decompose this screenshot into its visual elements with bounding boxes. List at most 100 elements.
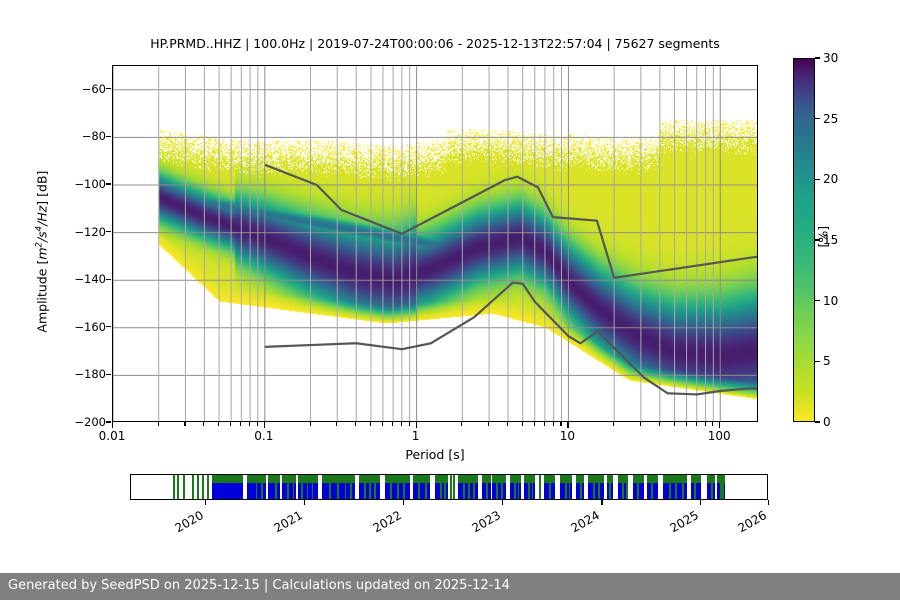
timeline-tick-mark: [768, 500, 770, 505]
x-axis-tick-mark: [552, 422, 554, 426]
timeline-tick-label: 2024: [569, 508, 603, 536]
timeline-green-segment: [587, 475, 605, 483]
timeline-thin-mark: [473, 475, 475, 499]
x-axis-label: Period [s]: [405, 447, 465, 462]
x-axis-tick-mark: [521, 422, 523, 426]
timeline-thin-mark: [172, 475, 175, 499]
gridlines: [113, 66, 757, 421]
timeline-tick-mark: [699, 500, 701, 505]
colorbar-tick-label: 20: [823, 172, 839, 187]
x-axis-tick-mark: [415, 422, 417, 428]
timeline-thin-mark: [609, 475, 612, 499]
x-axis-tick-mark: [507, 422, 509, 426]
timeline-blue-segment: [544, 482, 555, 499]
timeline-green-segment: [707, 475, 715, 483]
x-axis-tick-mark: [256, 422, 258, 426]
timeline-thin-mark: [580, 475, 582, 499]
timeline-thin-mark: [527, 475, 530, 499]
y-axis-tick-mark: [106, 421, 111, 423]
x-axis-tick-mark: [381, 422, 384, 426]
x-axis-tick-mark: [157, 422, 159, 426]
colorbar-tick-mark: [815, 118, 820, 120]
timeline-thin-mark: [621, 475, 624, 499]
y-axis-tick-label: −120: [74, 224, 106, 239]
y-axis-tick-label: −100: [74, 177, 106, 191]
y-axis-tick-label: −140: [74, 272, 106, 287]
x-axis-tick-mark: [249, 422, 251, 426]
timeline-blue-segment: [492, 482, 507, 499]
timeline-green-segment: [212, 475, 243, 483]
x-axis-tick-mark: [400, 422, 402, 426]
timeline-thin-mark: [452, 475, 455, 499]
timeline-thin-mark: [651, 475, 653, 499]
timeline-blue-segment: [510, 482, 522, 499]
nhnm-curve: [264, 163, 757, 279]
timeline-thin-mark: [207, 475, 210, 499]
timeline-thin-mark: [719, 475, 722, 499]
colorbar-tick-label: 10: [823, 293, 839, 308]
x-axis-tick-mark: [673, 422, 675, 426]
noise-model-overlay: [113, 66, 757, 421]
timeline-thin-mark: [722, 475, 725, 499]
timeline-thin-mark: [344, 475, 347, 499]
x-axis-tick-mark: [263, 422, 265, 428]
colorbar-tick-label: 5: [823, 354, 831, 369]
x-axis-tick-mark: [240, 422, 242, 426]
y-axis-tick-mark: [106, 183, 111, 185]
colorbar-tick-mark: [815, 300, 820, 302]
timeline-thin-mark: [424, 475, 427, 499]
x-axis-tick-label: 1: [411, 429, 420, 443]
x-axis-tick-mark: [336, 422, 338, 426]
colorbar-tick-label: 25: [823, 111, 839, 126]
timeline-green-segment: [576, 475, 584, 483]
data-availability-timeline[interactable]: [130, 474, 768, 500]
colorbar-tick-label: 0: [823, 415, 831, 429]
timeline-tick-mark: [303, 500, 305, 505]
footer-bar: [0, 573, 900, 600]
timeline-thin-mark: [462, 475, 465, 499]
timeline-thin-mark: [202, 475, 204, 499]
timeline-thin-mark: [549, 475, 552, 499]
y-axis-tick-mark: [106, 326, 111, 328]
timeline-thin-mark: [517, 475, 520, 499]
timeline-thin-mark: [390, 475, 393, 499]
timeline-green-segment: [510, 475, 522, 483]
y-axis-tick-labels: −60 −80 −100 −120 −140 −160 −180 −200: [58, 0, 106, 600]
timeline-tick-label: 2026: [735, 508, 769, 536]
x-axis-tick-mark: [230, 422, 232, 426]
x-axis-tick-mark: [695, 422, 697, 426]
timeline-thin-mark: [496, 475, 498, 499]
timeline-tick-label: 2022: [370, 508, 405, 536]
timeline-green-segment: [268, 475, 280, 483]
page-title: HP.PRMD..HHZ | 100.0Hz | 2019-07-24T00:0…: [150, 36, 720, 51]
timeline-thin-mark: [418, 475, 421, 499]
y-axis-tick-label: −60: [81, 81, 106, 96]
timeline-thin-mark: [450, 475, 453, 499]
footer-text: Generated by SeedPSD on 2025-12-15 | Cal…: [8, 578, 510, 593]
y-axis-tick-mark: [106, 135, 111, 137]
x-axis-tick-mark: [543, 422, 545, 426]
timeline-thin-mark: [711, 475, 713, 499]
nlnm-curve: [264, 281, 757, 396]
timeline-tick-mark: [205, 500, 207, 505]
psd-heatmap-axes[interactable]: [112, 65, 758, 422]
timeline-thin-mark: [592, 475, 595, 499]
timeline-thin-mark: [513, 475, 516, 499]
timeline-thin-mark: [440, 475, 442, 499]
timeline-thin-mark: [183, 475, 185, 499]
timeline-thin-mark: [255, 475, 258, 499]
colorbar-tick-label: 15: [823, 233, 839, 247]
timeline-blue-segment: [707, 482, 715, 499]
timeline-thin-mark: [443, 475, 446, 499]
timeline-thin-mark: [501, 475, 503, 499]
timeline-thin-mark: [597, 475, 600, 499]
timeline-thin-mark: [176, 475, 179, 499]
timeline-thin-mark: [287, 475, 290, 499]
timeline-thin-mark: [485, 475, 488, 499]
timeline-blue-segment: [576, 482, 584, 499]
timeline-thin-mark: [669, 475, 671, 499]
y-axis-tick-mark: [106, 88, 111, 90]
timeline-thin-mark: [539, 475, 542, 499]
timeline-thin-mark: [694, 475, 697, 499]
timeline-thin-mark: [363, 475, 366, 499]
